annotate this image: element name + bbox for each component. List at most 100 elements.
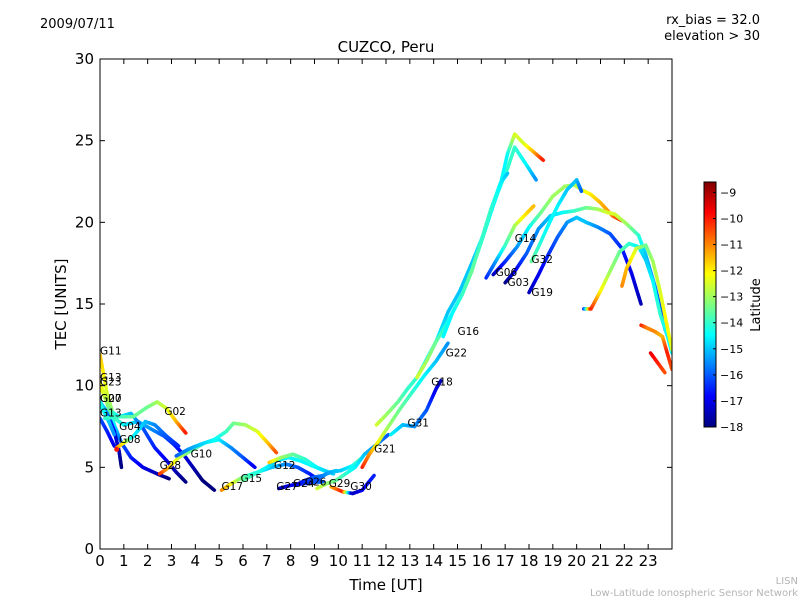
- x-axis-label: Time [UT]: [348, 576, 422, 594]
- x-tick-label: 18: [519, 552, 538, 570]
- colorbar-gradient: [703, 181, 717, 428]
- satellite-label: G14: [515, 233, 537, 245]
- satellite-label: G18: [431, 377, 453, 389]
- satellite-label: G29: [329, 478, 351, 490]
- satellite-label: G11: [100, 346, 122, 358]
- x-tick-label: 3: [167, 552, 177, 570]
- satellite-label: G24: [293, 478, 315, 490]
- x-tick-label: 13: [400, 552, 419, 570]
- satellite-label: G32: [531, 254, 553, 266]
- x-tick-label: 14: [424, 552, 443, 570]
- x-tick-label: 20: [567, 552, 586, 570]
- track-segment: [211, 487, 217, 492]
- rx-bias-label: rx_bias = 32.0: [666, 13, 760, 28]
- satellite-label: G08: [119, 434, 141, 446]
- tec-track-g10: [174, 421, 279, 458]
- satellite-label: G13: [100, 408, 122, 420]
- y-tick-label: 25: [75, 132, 94, 150]
- x-tick-label: 16: [472, 552, 491, 570]
- tec-track-g29: [315, 432, 391, 491]
- satellite-label: G30: [350, 481, 372, 493]
- track-segment: [175, 443, 181, 448]
- colorbar-tick-label: −16: [720, 369, 743, 382]
- x-tick-label: 10: [329, 552, 348, 570]
- satellite-label: G23: [100, 377, 122, 389]
- x-tick-label: 11: [353, 552, 372, 570]
- tec-track-g08: [114, 446, 120, 452]
- tec-track-g04: [114, 419, 181, 450]
- colorbar-tick-label: −15: [720, 343, 743, 356]
- x-tick-label: 8: [286, 552, 296, 570]
- tec-track-g21: [360, 341, 450, 470]
- track-segment: [183, 479, 188, 484]
- x-tick-label: 21: [591, 552, 610, 570]
- tec-track-30: [620, 243, 672, 352]
- tec-track-g30: [329, 473, 376, 496]
- satellite-label: G02: [164, 406, 186, 418]
- colorbar-tick-label: −14: [720, 317, 743, 330]
- x-tick-label: 22: [615, 552, 634, 570]
- satellite-label: G15: [241, 473, 263, 485]
- colorbar-tick-label: −13: [720, 291, 743, 304]
- satellite-label: G21: [374, 444, 396, 456]
- x-tick-label: 17: [496, 552, 515, 570]
- satellite-label: G06: [496, 267, 518, 279]
- satellite-label: G12: [274, 460, 296, 472]
- tec-track-g32: [529, 178, 584, 264]
- satellite-label: G10: [191, 449, 213, 461]
- satellite-label: G20: [100, 393, 122, 405]
- track-segment: [505, 171, 510, 177]
- x-tick-label: 7: [262, 552, 272, 570]
- tec-track-g13: [100, 416, 117, 448]
- chart-title: CUZCO, Peru: [338, 38, 435, 56]
- x-tick-label: 0: [95, 552, 105, 570]
- satellite-label: G19: [531, 287, 553, 299]
- footer-network: Low-Latitude Ionospheric Sensor Network: [590, 588, 798, 599]
- satellite-label: G17: [222, 481, 244, 493]
- footer-lisn: LISN: [775, 576, 798, 587]
- satellite-label: G31: [407, 418, 429, 430]
- track-segment: [273, 450, 279, 455]
- x-tick-label: 5: [214, 552, 224, 570]
- satellite-label: G13: [100, 372, 122, 384]
- tec-track-g16: [441, 171, 510, 339]
- x-tick-label: 9: [310, 552, 320, 570]
- x-tick-label: 19: [543, 552, 562, 570]
- tec-track-32: [648, 351, 667, 375]
- tec-track-g19: [527, 215, 643, 306]
- x-tick-label: 15: [448, 552, 467, 570]
- track-segment: [251, 464, 257, 470]
- y-tick-label: 30: [75, 50, 94, 68]
- colorbar-tick-label: −11: [720, 239, 743, 252]
- satellite-label: G07: [100, 393, 122, 405]
- satellite-label: G27: [276, 481, 298, 493]
- colorbar-tick-label: −12: [720, 265, 743, 278]
- y-axis-label: TEC [UNITS]: [52, 259, 70, 351]
- track-segment: [445, 341, 450, 347]
- tec-track-g02: [103, 400, 188, 435]
- satellite-label: G26: [305, 476, 327, 488]
- satellite-label: G04: [119, 421, 141, 433]
- x-tick-label: 23: [639, 552, 658, 570]
- x-tick-label: 6: [238, 552, 248, 570]
- satellite-label: G28: [160, 460, 182, 472]
- satellite-label: G16: [458, 326, 480, 338]
- colorbar: −18 −17 −16 −15 −14 −13 −12 −11 −10 −9 Latitude: [703, 181, 764, 434]
- colorbar-label: Latitude: [749, 278, 764, 332]
- elevation-label: elevation > 30: [664, 29, 760, 44]
- track-segment: [183, 430, 188, 435]
- colorbar-tick-label: −18: [720, 421, 743, 434]
- colorbar-tick-label: −10: [720, 212, 743, 225]
- y-tick-label: 15: [75, 295, 94, 313]
- plot-area: [100, 59, 672, 549]
- track-segment: [662, 369, 667, 375]
- satellite-label: G03: [508, 277, 530, 289]
- tec-track-g26: [305, 468, 338, 486]
- date-label: 2009/07/11: [40, 17, 115, 32]
- y-tick-label: 5: [84, 458, 94, 476]
- x-tick-label: 4: [191, 552, 201, 570]
- track-segment: [111, 442, 117, 448]
- track-segment: [638, 299, 643, 306]
- colorbar-tick-label: −9: [720, 186, 736, 199]
- track-segment: [385, 432, 391, 438]
